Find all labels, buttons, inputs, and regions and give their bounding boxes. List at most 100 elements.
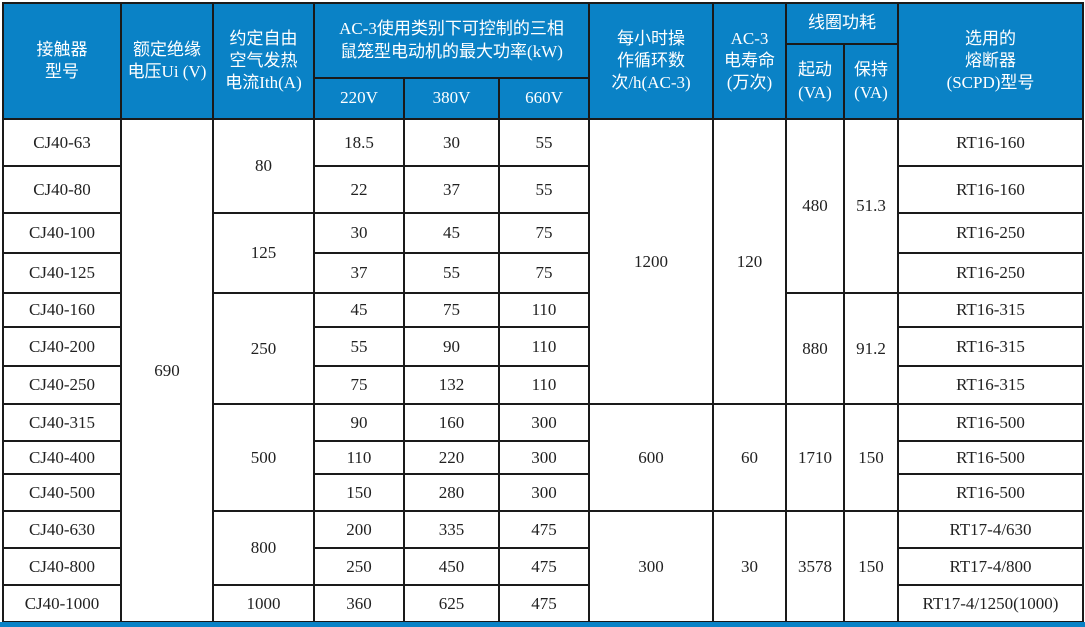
thermal-current-cell: 250 (212, 292, 315, 405)
table-body: CJ40-63 690 80 18.5 30 55 1200 120 480 51.3 RT16-1… (2, 118, 1084, 623)
max-power-220v-cell: 110 (313, 440, 405, 475)
max-power-220v-cell: 55 (313, 326, 405, 367)
header-max-power-group: AC-3使用类别下可控制的三相 鼠笼型电动机的最大功率(kW) (313, 2, 590, 79)
table-row: CJ40-500 150 280 300 RT16-500 (2, 473, 1084, 512)
electrical-life-cell: 30 (712, 510, 787, 623)
thermal-current-cell: 80 (212, 118, 315, 214)
table-row: CJ40-315 500 90 160 300 600 60 1710 150 RT16-500 (2, 403, 1084, 512)
header-row-1: 接触器 型号 额定绝缘 电压Ui (V) 约定自由 空气发热 电流Ith(A) … (2, 2, 1084, 120)
contactor-model-cell: CJ40-80 (2, 165, 122, 214)
coil-hold-va-cell: 91.2 (843, 292, 899, 405)
header-coil-power-group: 线圈功耗 (785, 2, 899, 45)
max-power-220v-cell: 37 (313, 252, 405, 294)
header-row-3: 220V 380V 660V (3, 77, 1083, 120)
fuse-model-cell: RT16-500 (897, 440, 1084, 475)
contactor-model-cell: CJ40-500 (2, 473, 122, 512)
header-fuse-model: 选用的 熔断器 (SCPD)型号 (897, 2, 1084, 120)
max-power-380v-cell: 30 (403, 118, 500, 167)
fuse-model-cell: RT16-500 (897, 473, 1084, 512)
ops-per-hour-cell: 600 (588, 403, 714, 512)
max-power-380v-cell: 37 (403, 165, 500, 214)
table-row: CJ40-125 37 55 75 RT16-250 (2, 252, 1084, 294)
fuse-model-cell: RT16-315 (897, 326, 1084, 367)
table-row: CJ40-250 75 132 110 RT16-315 (2, 365, 1084, 405)
max-power-660v-cell: 110 (498, 365, 590, 405)
fuse-model-cell: RT16-315 (897, 292, 1084, 328)
contactor-model-cell: CJ40-125 (2, 252, 122, 294)
max-power-220v-cell: 75 (313, 365, 405, 405)
thermal-current-cell: 800 (212, 510, 315, 586)
table-row: CJ40-630 800 200 335 475 300 30 3578 150 RT17-4/6… (2, 510, 1084, 623)
coil-hold-va-cell: 150 (843, 510, 899, 623)
max-power-660v-cell: 55 (498, 165, 590, 214)
max-power-220v-cell: 200 (313, 510, 405, 549)
max-power-220v-cell: 18.5 (313, 118, 405, 167)
header-voltage-220v: 220V (313, 77, 405, 120)
max-power-220v-cell: 30 (313, 212, 405, 254)
header-ops-per-hour: 每小时操 作循环数 次/h(AC-3) (588, 2, 714, 120)
max-power-660v-cell: 475 (498, 584, 590, 623)
table-row: CJ40-800 250 450 475 RT17-4/800 (2, 547, 1084, 586)
fuse-model-cell: RT16-315 (897, 365, 1084, 405)
max-power-380v-cell: 450 (403, 547, 500, 586)
fuse-model-cell: RT17-4/630 (897, 510, 1084, 549)
fuse-model-cell: RT17-4/1250(1000) (897, 584, 1084, 623)
max-power-380v-cell: 132 (403, 365, 500, 405)
max-power-660v-cell: 110 (498, 292, 590, 328)
table-row: CJ40-200 55 90 110 RT16-315 (2, 326, 1084, 367)
fuse-model-cell: RT16-250 (897, 212, 1084, 254)
max-power-660v-cell: 75 (498, 212, 590, 254)
max-power-380v-cell: 75 (403, 292, 500, 328)
contactor-model-cell: CJ40-400 (2, 440, 122, 475)
max-power-660v-cell: 75 (498, 252, 590, 294)
header-rated-insulation-voltage: 额定绝缘 电压Ui (V) (120, 2, 214, 120)
max-power-380v-cell: 160 (403, 403, 500, 442)
header-coil-start-va: 起动 (VA) (785, 43, 845, 120)
thermal-current-cell: 500 (212, 403, 315, 512)
max-power-220v-cell: 250 (313, 547, 405, 586)
max-power-660v-cell: 475 (498, 547, 590, 586)
contactor-model-cell: CJ40-250 (2, 365, 122, 405)
header-voltage-380v: 380V (403, 77, 500, 120)
header-voltage-660v: 660V (498, 77, 590, 120)
header-thermal-current: 约定自由 空气发热 电流Ith(A) (212, 2, 315, 120)
max-power-660v-cell: 55 (498, 118, 590, 167)
max-power-660v-cell: 110 (498, 326, 590, 367)
max-power-380v-cell: 335 (403, 510, 500, 549)
table-row: CJ40-160 250 45 75 110 880 91.2 RT16-315 (2, 292, 1084, 405)
table-row: CJ40-100 125 30 45 75 RT16-250 (2, 212, 1084, 294)
ops-per-hour-cell: 1200 (588, 118, 714, 405)
max-power-660v-cell: 300 (498, 403, 590, 442)
coil-start-va-cell: 1710 (785, 403, 845, 512)
contactor-model-cell: CJ40-1000 (2, 584, 122, 623)
coil-hold-va-cell: 51.3 (843, 118, 899, 294)
electrical-life-cell: 120 (712, 118, 787, 405)
fuse-model-cell: RT16-160 (897, 165, 1084, 214)
header-coil-hold-va: 保持 (VA) (843, 43, 899, 120)
coil-start-va-cell: 880 (785, 292, 845, 405)
max-power-220v-cell: 360 (313, 584, 405, 623)
coil-start-va-cell: 3578 (785, 510, 845, 623)
max-power-380v-cell: 280 (403, 473, 500, 512)
table-row: CJ40-1000 1000 360 625 475 RT17-4/1250(1000) (2, 584, 1084, 623)
thermal-current-cell: 125 (212, 212, 315, 294)
max-power-380v-cell: 45 (403, 212, 500, 254)
coil-hold-va-cell: 150 (843, 403, 899, 512)
coil-start-va-cell: 480 (785, 118, 845, 294)
max-power-220v-cell: 22 (313, 165, 405, 214)
contactor-model-cell: CJ40-200 (2, 326, 122, 367)
table-row: CJ40-400 110 220 300 RT16-500 (2, 440, 1084, 475)
fuse-model-cell: RT17-4/800 (897, 547, 1084, 586)
contactor-model-cell: CJ40-63 (2, 118, 122, 167)
max-power-660v-cell: 300 (498, 440, 590, 475)
fuse-model-cell: RT16-500 (897, 403, 1084, 442)
table-row: CJ40-63 690 80 18.5 30 55 1200 120 480 51.3 RT16-1… (2, 118, 1084, 623)
max-power-380v-cell: 625 (403, 584, 500, 623)
header-row-2: 起动 (VA) 保持 (VA) (3, 43, 1083, 120)
rated-insulation-voltage-cell: 690 (120, 118, 214, 623)
fuse-model-cell: RT16-250 (897, 252, 1084, 294)
header-contactor-model: 接触器 型号 (2, 2, 122, 120)
contactor-model-cell: CJ40-100 (2, 212, 122, 254)
max-power-380v-cell: 55 (403, 252, 500, 294)
